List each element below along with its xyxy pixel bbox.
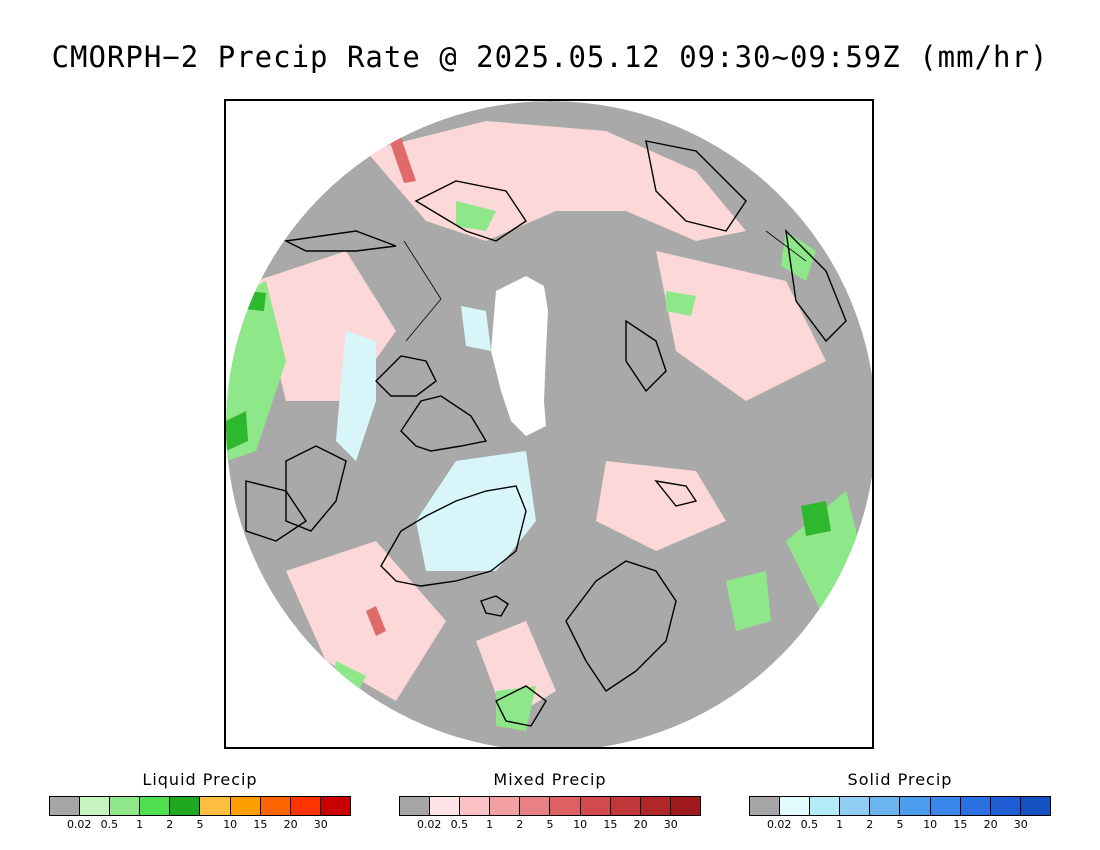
legend-swatch [50, 797, 81, 815]
legend-tick-label: 10 [223, 818, 238, 831]
legend-swatch [780, 797, 811, 815]
legend-swatch [610, 797, 641, 815]
legend-tick-label: 5 [196, 818, 204, 831]
solid-precip-legend: Solid Precip 0.02 0.5 1 2 5 10 15 20 30 [749, 770, 1051, 832]
legend-swatch [750, 797, 781, 815]
legend-tick-label: 15 [253, 818, 268, 831]
solid-precip-regions [336, 306, 536, 571]
mixed-heavy-streaks [366, 129, 416, 636]
legend-tick-label: 0.02 [416, 818, 442, 831]
legend-tick-label: 0.5 [100, 818, 119, 831]
legend-swatch [930, 797, 961, 815]
legend-tick-label: 15 [953, 818, 968, 831]
legend-tick-label: 0.5 [800, 818, 819, 831]
legend-swatch [550, 797, 581, 815]
legend-swatch [640, 797, 671, 815]
legend-swatch [1020, 797, 1050, 815]
legend-tick-label: 0.5 [450, 818, 469, 831]
legend-swatch [320, 797, 350, 815]
legend-swatch [460, 797, 491, 815]
legend-ticks: 0.02 0.5 1 2 5 10 15 20 30 [749, 818, 1051, 832]
legend-swatch [400, 797, 431, 815]
legend-title: Mixed Precip [493, 770, 607, 789]
legend-swatch [520, 797, 551, 815]
legend-swatch [670, 797, 700, 815]
legend-title: Liquid Precip [142, 770, 258, 789]
legend-tick-label: 0.02 [766, 818, 792, 831]
legend-tick-label: 1 [486, 818, 494, 831]
legend-tick-label: 2 [166, 818, 174, 831]
legend-swatch [960, 797, 991, 815]
mixed-precip-regions [256, 121, 826, 721]
liquid-heavy-cells [226, 291, 831, 536]
legend-colorbar [749, 796, 1051, 816]
legend-tick-label: 0.02 [66, 818, 92, 831]
legend-tick-label: 1 [836, 818, 844, 831]
legend-ticks: 0.02 0.5 1 2 5 10 15 20 30 [49, 818, 351, 832]
liquid-precip-legend: Liquid Precip 0.02 0.5 1 2 5 10 15 20 30 [49, 770, 351, 832]
legend-ticks: 0.02 0.5 1 2 5 10 15 20 30 [399, 818, 701, 832]
legend-swatch [430, 797, 461, 815]
legend-swatch [870, 797, 901, 815]
legend-swatch [230, 797, 261, 815]
legend-swatch [840, 797, 871, 815]
polar-precip-map [224, 99, 874, 749]
graticule-lines [403, 230, 807, 342]
legend-tick-label: 15 [603, 818, 618, 831]
legend-swatch [490, 797, 521, 815]
legend-swatch [170, 797, 201, 815]
legend-tick-label: 20 [633, 818, 648, 831]
legend-swatch [580, 797, 611, 815]
legend-swatch [290, 797, 321, 815]
legend-swatch [900, 797, 931, 815]
legend-swatch [80, 797, 111, 815]
legend-tick-label: 20 [283, 818, 298, 831]
legend-tick-label: 10 [573, 818, 588, 831]
legend-swatch [260, 797, 291, 815]
legend-tick-label: 2 [866, 818, 874, 831]
legend-swatch [810, 797, 841, 815]
map-title: CMORPH−2 Precip Rate @ 2025.05.12 09:30~… [51, 40, 1049, 74]
polar-no-data-gap [491, 276, 548, 436]
legend-tick-label: 30 [313, 818, 328, 831]
legend-colorbar [399, 796, 701, 816]
legend-tick-label: 30 [1013, 818, 1028, 831]
mixed-precip-legend: Mixed Precip 0.02 0.5 1 2 5 10 15 20 30 [399, 770, 701, 832]
legend-tick-label: 1 [136, 818, 144, 831]
legend-title: Solid Precip [847, 770, 953, 789]
legend-colorbar [49, 796, 351, 816]
legend-tick-label: 5 [546, 818, 554, 831]
legend-tick-label: 20 [983, 818, 998, 831]
legend-swatch [110, 797, 141, 815]
legend-tick-label: 30 [663, 818, 678, 831]
legend-tick-label: 5 [896, 818, 904, 831]
coastlines [245, 140, 847, 727]
legend-tick-label: 10 [923, 818, 938, 831]
legend-swatch [140, 797, 171, 815]
legend-swatch [200, 797, 231, 815]
precip-map-svg [226, 101, 872, 747]
legend-tick-label: 2 [516, 818, 524, 831]
legend-swatch [990, 797, 1021, 815]
